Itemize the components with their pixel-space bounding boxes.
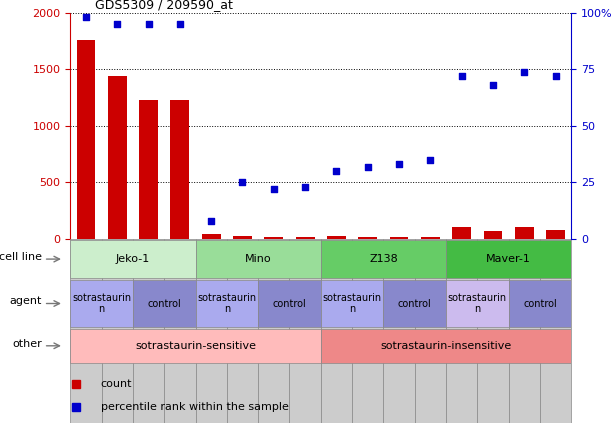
- Bar: [233, 236, 252, 239]
- Point: [175, 21, 185, 27]
- FancyBboxPatch shape: [384, 239, 415, 423]
- Text: GDS5309 / 209590_at: GDS5309 / 209590_at: [95, 0, 233, 11]
- Bar: [258, 280, 321, 327]
- Bar: [139, 100, 158, 239]
- Bar: [421, 237, 440, 239]
- Bar: [546, 230, 565, 239]
- Point: [112, 21, 122, 27]
- Text: Jeko-1: Jeko-1: [115, 254, 150, 264]
- FancyBboxPatch shape: [196, 239, 227, 423]
- FancyBboxPatch shape: [258, 239, 290, 423]
- Text: control: control: [398, 299, 431, 308]
- FancyBboxPatch shape: [352, 239, 384, 423]
- Text: sotrastaurin-insensitive: sotrastaurin-insensitive: [381, 341, 511, 351]
- Bar: [515, 227, 534, 239]
- Text: control: control: [523, 299, 557, 308]
- Point: [425, 157, 435, 163]
- Text: sotrastaurin
n: sotrastaurin n: [323, 293, 382, 314]
- Bar: [196, 240, 321, 278]
- Point: [144, 21, 153, 27]
- Bar: [509, 280, 571, 327]
- Text: percentile rank within the sample: percentile rank within the sample: [101, 402, 288, 412]
- Text: sotrastaurin
n: sotrastaurin n: [72, 293, 131, 314]
- Text: agent: agent: [9, 296, 42, 306]
- Text: cell line: cell line: [0, 252, 42, 262]
- Text: sotrastaurin
n: sotrastaurin n: [448, 293, 507, 314]
- Bar: [446, 240, 571, 278]
- Point: [269, 186, 279, 192]
- Bar: [170, 100, 189, 239]
- FancyBboxPatch shape: [477, 239, 509, 423]
- Bar: [70, 280, 133, 327]
- Text: control: control: [147, 299, 181, 308]
- Text: Maver-1: Maver-1: [486, 254, 531, 264]
- Text: Mino: Mino: [245, 254, 271, 264]
- Text: sotrastaurin-sensitive: sotrastaurin-sensitive: [135, 341, 256, 351]
- Bar: [359, 236, 377, 239]
- Bar: [446, 280, 509, 327]
- Point: [363, 163, 373, 170]
- Point: [238, 179, 247, 186]
- FancyBboxPatch shape: [164, 239, 196, 423]
- Bar: [321, 280, 384, 327]
- Text: sotrastaurin
n: sotrastaurin n: [197, 293, 257, 314]
- Point: [81, 14, 91, 21]
- Bar: [321, 329, 571, 363]
- Text: other: other: [12, 339, 42, 349]
- Bar: [265, 237, 284, 239]
- Point: [300, 184, 310, 190]
- Text: control: control: [273, 299, 306, 308]
- FancyBboxPatch shape: [133, 239, 164, 423]
- Point: [207, 217, 216, 224]
- Point: [519, 68, 529, 75]
- Bar: [196, 280, 258, 327]
- Point: [394, 161, 404, 168]
- FancyBboxPatch shape: [227, 239, 258, 423]
- Bar: [70, 240, 196, 278]
- Text: count: count: [101, 379, 133, 389]
- Bar: [202, 234, 221, 239]
- Bar: [108, 76, 126, 239]
- FancyBboxPatch shape: [290, 239, 321, 423]
- Bar: [296, 237, 315, 239]
- FancyBboxPatch shape: [540, 239, 571, 423]
- Bar: [390, 237, 409, 239]
- Text: Z138: Z138: [369, 254, 398, 264]
- Bar: [484, 231, 502, 239]
- Bar: [327, 236, 346, 239]
- FancyBboxPatch shape: [70, 239, 101, 423]
- FancyBboxPatch shape: [415, 239, 446, 423]
- Point: [332, 168, 342, 175]
- Point: [457, 73, 467, 80]
- Bar: [321, 240, 446, 278]
- Bar: [384, 280, 446, 327]
- Point: [488, 82, 498, 88]
- Bar: [70, 329, 321, 363]
- Bar: [76, 40, 95, 239]
- FancyBboxPatch shape: [101, 239, 133, 423]
- FancyBboxPatch shape: [509, 239, 540, 423]
- FancyBboxPatch shape: [446, 239, 477, 423]
- Point: [551, 73, 560, 80]
- Bar: [133, 280, 196, 327]
- Bar: [452, 227, 471, 239]
- FancyBboxPatch shape: [321, 239, 352, 423]
